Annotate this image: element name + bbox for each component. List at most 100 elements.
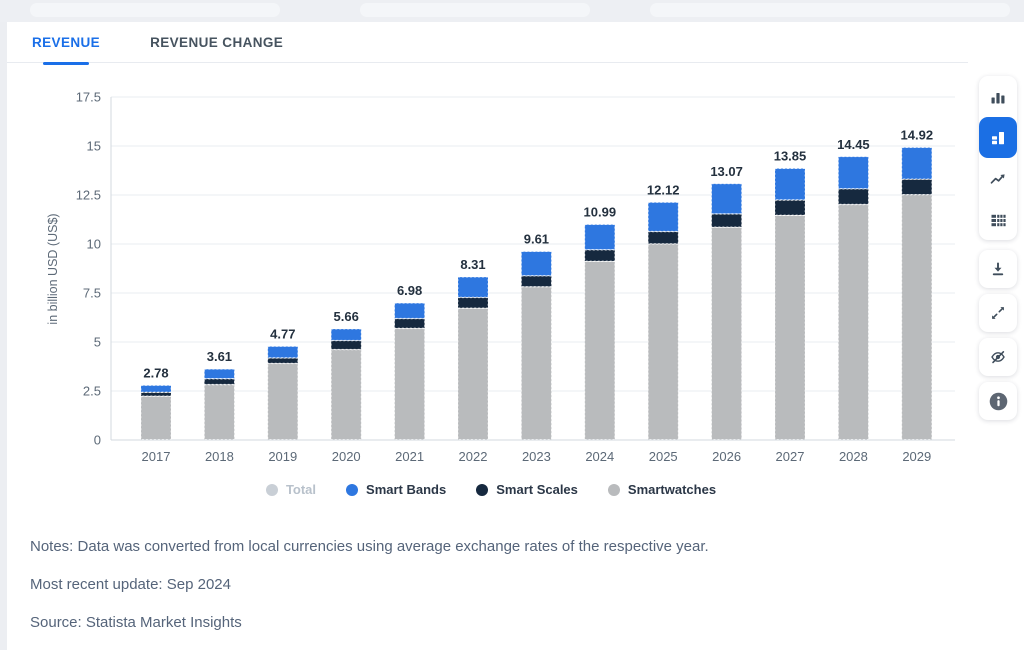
x-tick-label: 2025: [649, 449, 678, 464]
total-value-label: 13.07: [710, 164, 743, 179]
fullscreen-button[interactable]: [979, 294, 1017, 332]
bar-segment-2025-smart-scales[interactable]: [647, 231, 679, 244]
total-value-label: 12.12: [647, 182, 680, 197]
x-tick-label: 2019: [268, 449, 297, 464]
bar-segment-2021-smart-scales[interactable]: [394, 318, 426, 329]
total-value-label: 4.77: [270, 327, 295, 342]
bar-segment-2024-smart-bands[interactable]: [584, 224, 616, 250]
legend-dot: [607, 483, 620, 496]
x-tick-label: 2027: [776, 449, 805, 464]
x-tick-label: 2020: [332, 449, 361, 464]
info-icon: [989, 392, 1007, 410]
y-tick-label: 10: [87, 237, 101, 252]
bar-segment-2024-smartwatches[interactable]: [584, 261, 616, 440]
bar-segment-2027-smart-bands[interactable]: [774, 168, 806, 201]
bar-segment-2025-smartwatches[interactable]: [647, 243, 679, 440]
y-tick-label: 15: [87, 139, 101, 154]
chart-toolbar: [979, 76, 1017, 420]
stacked-bar-chart: 0 2.5 5 7.5 10 12.5 15 17.5 in billion USD (US$)…: [46, 90, 955, 464]
tab-bar: REVENUE REVENUE CHANGE: [7, 22, 968, 63]
bar-segment-2019-smartwatches[interactable]: [267, 363, 299, 440]
legend-item-smart-bands[interactable]: Smart Bands: [346, 482, 446, 497]
legend-label: Smart Bands: [366, 482, 447, 497]
data-table-icon: [991, 214, 1006, 226]
bar-segment-2026-smart-bands[interactable]: [711, 183, 742, 215]
bar-segment-2028-smartwatches[interactable]: [838, 204, 869, 440]
x-tick-label: 2026: [712, 449, 741, 464]
bar-segment-2023-smartwatches[interactable]: [521, 286, 552, 440]
y-tick-label: 5: [94, 335, 101, 350]
y-tick-label: 0: [94, 433, 101, 448]
legend-item-smartwatches[interactable]: Smartwatches: [607, 482, 717, 497]
bar-chart-button[interactable]: [979, 76, 1017, 117]
fullscreen-icon: [992, 307, 1004, 319]
notes-line: Notes: Data was converted from local cur…: [30, 537, 709, 555]
bar-segment-2022-smart-bands[interactable]: [457, 276, 489, 298]
total-value-label: 2.78: [143, 366, 168, 381]
legend-label: Smartwatches: [627, 482, 717, 497]
bar-segment-2029-smartwatches[interactable]: [901, 194, 933, 440]
total-value-label: 9.61: [524, 232, 549, 247]
left-gutter: [0, 22, 7, 650]
chart-card: REVENUE REVENUE CHANGE 0 2.5 5 7.5 10 12.5 15 1…: [7, 22, 1024, 650]
skeleton-pill: [30, 3, 280, 17]
legend-item-smart-scales[interactable]: Smart Scales: [476, 482, 578, 497]
bar-segment-2017-smart-bands[interactable]: [140, 385, 172, 393]
bar-segment-2029-smart-bands[interactable]: [901, 147, 933, 180]
bar-segment-2018-smart-bands[interactable]: [203, 368, 235, 379]
chart-legend: Total Smart Bands Smart Scales Smartwatches: [7, 482, 975, 497]
total-value-label: 8.31: [460, 257, 485, 272]
x-tick-label: 2021: [395, 449, 424, 464]
bar-segment-2027-smart-scales[interactable]: [774, 199, 806, 216]
total-value-label: 3.61: [207, 349, 232, 364]
bar-segment-2018-smartwatches[interactable]: [203, 384, 235, 440]
total-value-label: 6.98: [397, 283, 422, 298]
stacked-bar-chart-icon: [992, 131, 1004, 144]
bar-segment-2020-smartwatches[interactable]: [330, 349, 362, 440]
bar-segment-2022-smartwatches[interactable]: [457, 308, 489, 440]
data-table-button[interactable]: [979, 199, 1017, 240]
top-skeleton-band: [0, 0, 1024, 22]
bar-segment-2018-smart-scales[interactable]: [203, 378, 235, 385]
bar-segment-2021-smart-bands[interactable]: [394, 302, 426, 319]
total-value-label: 5.66: [334, 309, 359, 324]
x-tick-label: 2028: [839, 449, 868, 464]
bar-segment-2019-smart-scales[interactable]: [267, 357, 299, 364]
stacked-bar-chart-button[interactable]: [979, 117, 1017, 158]
bar-segment-2019-smart-bands[interactable]: [267, 346, 299, 359]
legend-item-total[interactable]: Total: [265, 482, 316, 497]
hide-labels-button[interactable]: [979, 338, 1017, 376]
bar-segment-2020-smart-bands[interactable]: [330, 328, 362, 341]
bar-segment-2017-smartwatches[interactable]: [140, 396, 172, 440]
download-icon: [992, 262, 1004, 276]
y-tick-label: 7.5: [83, 286, 101, 301]
info-button[interactable]: [979, 382, 1017, 420]
bar-segment-2025-smart-bands[interactable]: [647, 202, 679, 232]
line-chart-button[interactable]: [979, 158, 1017, 199]
bar-segment-2029-smart-scales[interactable]: [901, 179, 933, 195]
bar-chart-icon: [991, 92, 1005, 103]
legend-dot: [265, 483, 278, 496]
legend-label: Smart Scales: [496, 482, 578, 497]
bar-segment-2028-smart-scales[interactable]: [838, 188, 869, 205]
y-tick-label: 17.5: [76, 90, 101, 105]
bar-segment-2021-smartwatches[interactable]: [394, 328, 426, 440]
tab-revenue[interactable]: REVENUE: [32, 22, 100, 63]
chart-notes: Notes: Data was converted from local cur…: [30, 527, 709, 641]
bar-segment-2022-smart-scales[interactable]: [457, 297, 489, 309]
bar-segment-2020-smart-scales[interactable]: [330, 340, 362, 350]
bar-segment-2028-smart-bands[interactable]: [838, 156, 869, 189]
chart-type-switcher: [979, 76, 1017, 240]
eye-off-icon: [991, 351, 1005, 364]
y-axis-title: in billion USD (US$): [46, 213, 60, 324]
bar-segment-2023-smart-bands[interactable]: [521, 251, 552, 276]
bar-segment-2026-smartwatches[interactable]: [711, 227, 742, 440]
bar-segment-2023-smart-scales[interactable]: [521, 275, 552, 287]
tab-revenue-change[interactable]: REVENUE CHANGE: [150, 34, 284, 50]
bar-segment-2024-smart-scales[interactable]: [584, 249, 616, 262]
bar-segment-2027-smartwatches[interactable]: [774, 215, 806, 440]
download-button[interactable]: [979, 250, 1017, 288]
bar-segment-2026-smart-scales[interactable]: [711, 213, 742, 228]
bar-segment-2017-smart-scales[interactable]: [140, 392, 172, 397]
source-line: Source: Statista Market Insights: [30, 613, 242, 631]
